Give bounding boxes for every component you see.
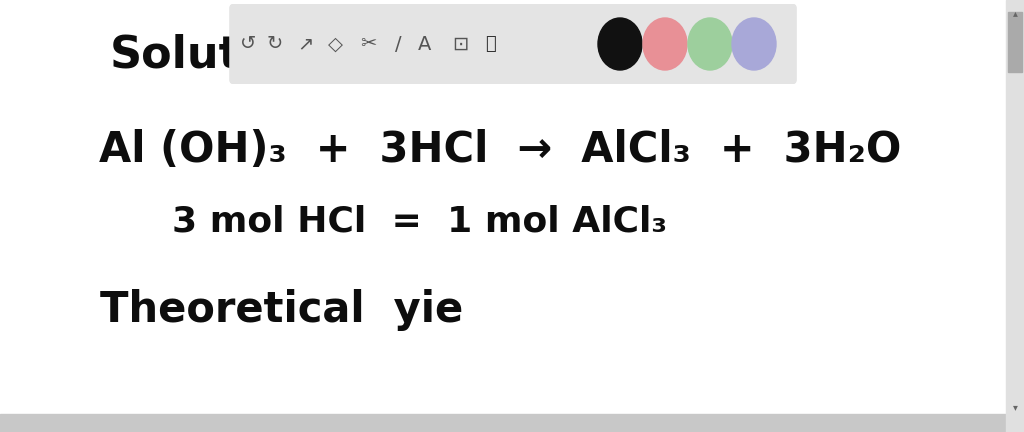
Text: A: A: [419, 35, 432, 54]
Ellipse shape: [598, 18, 642, 70]
Text: /: /: [394, 35, 401, 54]
Text: ◇: ◇: [328, 35, 342, 54]
Text: Solutic: Solutic: [110, 34, 283, 76]
Text: ⊡: ⊡: [452, 35, 468, 54]
Text: ↺: ↺: [240, 35, 256, 54]
Text: Al (OH)₃  +  3HCl  →  AlCl₃  +  3H₂O: Al (OH)₃ + 3HCl → AlCl₃ + 3H₂O: [98, 129, 901, 171]
Bar: [1006, 0, 1024, 432]
Text: 🖼: 🖼: [484, 35, 496, 53]
Text: 3 mol HCl  =  1 mol AlCl₃: 3 mol HCl = 1 mol AlCl₃: [172, 205, 668, 239]
Text: ▴: ▴: [1013, 8, 1018, 18]
Ellipse shape: [688, 18, 732, 70]
Text: ↗: ↗: [297, 35, 313, 54]
FancyBboxPatch shape: [229, 4, 797, 84]
Ellipse shape: [732, 18, 776, 70]
Bar: [0, 414, 1006, 432]
Text: ▾: ▾: [1013, 402, 1018, 412]
Text: ↻: ↻: [267, 35, 284, 54]
Text: ✂: ✂: [359, 35, 376, 54]
Text: Theoretical  yie: Theoretical yie: [100, 289, 463, 331]
FancyBboxPatch shape: [229, 4, 797, 84]
Bar: [1008, 12, 1022, 72]
Ellipse shape: [643, 18, 687, 70]
